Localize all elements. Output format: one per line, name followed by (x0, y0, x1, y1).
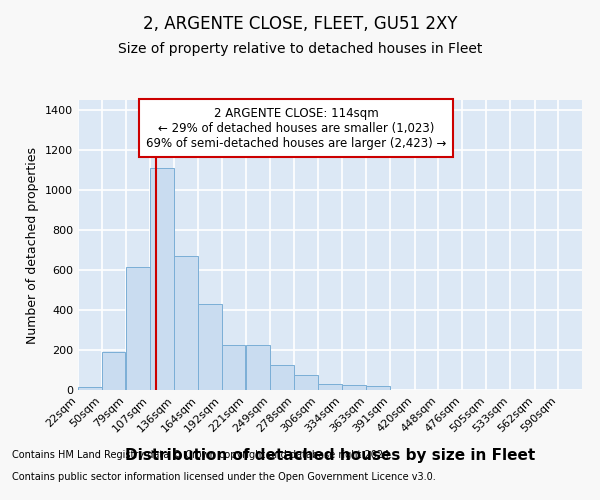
Bar (318, 384, 342, 390)
Text: 2 ARGENTE CLOSE: 114sqm
← 29% of detached houses are smaller (1,023)
69% of semi: 2 ARGENTE CLOSE: 114sqm ← 29% of detache… (146, 106, 446, 150)
Bar (175, 256, 198, 390)
Bar (78, 387, 101, 390)
X-axis label: Distribution of detached houses by size in Fleet: Distribution of detached houses by size … (125, 448, 535, 462)
Text: Contains HM Land Registry data © Crown copyright and database right 2024.: Contains HM Land Registry data © Crown c… (12, 450, 392, 460)
Bar (342, 385, 365, 390)
Bar (101, 352, 125, 390)
Text: 2, ARGENTE CLOSE, FLEET, GU51 2XY: 2, ARGENTE CLOSE, FLEET, GU51 2XY (143, 15, 457, 33)
Bar (198, 304, 222, 390)
Bar (246, 345, 270, 390)
Bar (150, 168, 173, 390)
Bar (270, 365, 293, 390)
Bar (222, 345, 245, 390)
Y-axis label: Number of detached properties: Number of detached properties (26, 146, 40, 344)
Bar (367, 386, 390, 390)
Text: Size of property relative to detached houses in Fleet: Size of property relative to detached ho… (118, 42, 482, 56)
Text: Contains public sector information licensed under the Open Government Licence v3: Contains public sector information licen… (12, 472, 436, 482)
Bar (295, 375, 318, 390)
Bar (126, 267, 150, 390)
